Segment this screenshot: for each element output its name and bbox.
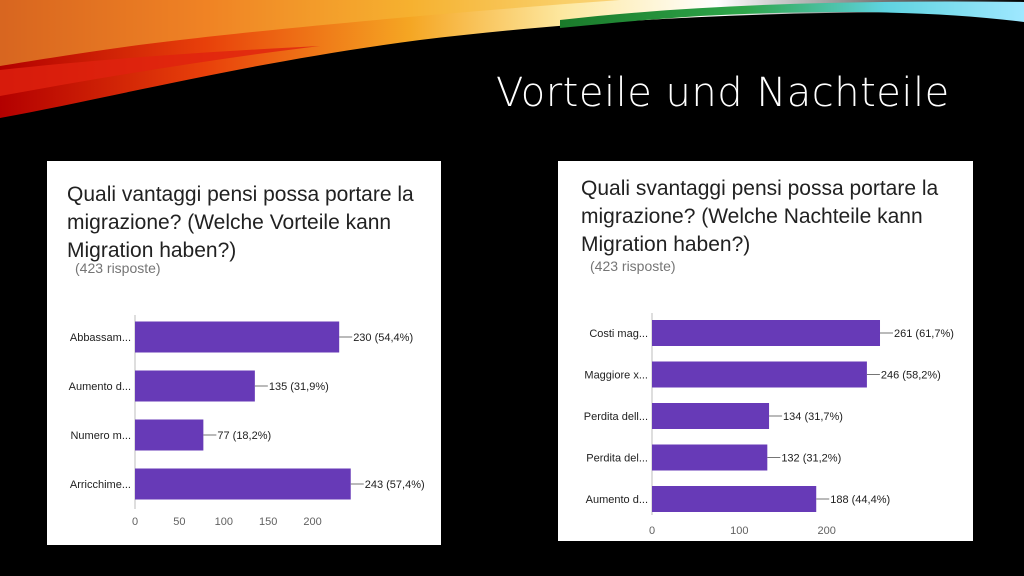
bar — [652, 403, 770, 429]
category-label: Perdita del... — [586, 453, 648, 465]
category-label: Abbassam... — [70, 332, 131, 344]
data-label: 135 (31,9%) — [269, 381, 329, 393]
bar — [652, 361, 867, 388]
category-label: Aumento d... — [586, 494, 648, 506]
data-label: 261 (61,7%) — [894, 328, 954, 340]
bar — [135, 419, 204, 451]
x-tick-label: 150 — [259, 516, 277, 528]
data-label: 77 (18,2%) — [217, 430, 271, 442]
data-label: 246 (58,2%) — [881, 370, 941, 382]
bar — [652, 320, 881, 346]
bar — [652, 486, 817, 512]
decorative-swoosh — [0, 0, 1024, 118]
bar — [135, 370, 255, 402]
category-label: Costi mag... — [589, 328, 648, 340]
response-count: (423 risposte) — [75, 260, 161, 276]
category-label: Aumento d... — [69, 381, 131, 393]
x-tick-label: 100 — [215, 516, 233, 528]
response-count: (423 risposte) — [590, 258, 676, 274]
question-title: Quali svantaggi pensi possa portare la m… — [581, 177, 939, 256]
x-tick-label: 100 — [730, 525, 748, 537]
x-tick-label: 50 — [173, 516, 185, 528]
x-tick-label: 200 — [818, 525, 836, 537]
disadvantages-panel: Quali svantaggi pensi possa portare la m… — [558, 161, 973, 541]
bar — [135, 321, 340, 353]
data-label: 134 (31,7%) — [783, 411, 843, 423]
data-label: 188 (44,4%) — [830, 494, 890, 506]
x-tick-label: 200 — [303, 516, 321, 528]
category-label: Maggiore x... — [584, 370, 648, 382]
disadvantages-bar-chart: Costi mag... 261 (61,7%) Maggiore x... 246 … — [584, 313, 954, 537]
data-label: 132 (31,2%) — [781, 453, 841, 465]
category-label: Arricchime... — [70, 479, 131, 491]
category-label: Numero m... — [70, 430, 131, 442]
advantages-bar-chart: Abbassam... 230 (54,4%) Aumento d... 135 (3… — [69, 315, 425, 528]
slide-title: Vorteile und Nachteile — [496, 70, 950, 116]
x-tick-label: 0 — [132, 516, 138, 528]
question-title: Quali vantaggi pensi possa portare la mi… — [67, 183, 414, 262]
data-label: 230 (54,4%) — [353, 332, 413, 344]
advantages-panel: Quali vantaggi pensi possa portare la mi… — [47, 161, 441, 545]
bar — [135, 468, 351, 500]
category-label: Perdita dell... — [584, 411, 648, 423]
bar — [652, 444, 768, 471]
x-tick-label: 0 — [649, 525, 655, 537]
data-label: 243 (57,4%) — [365, 479, 425, 491]
